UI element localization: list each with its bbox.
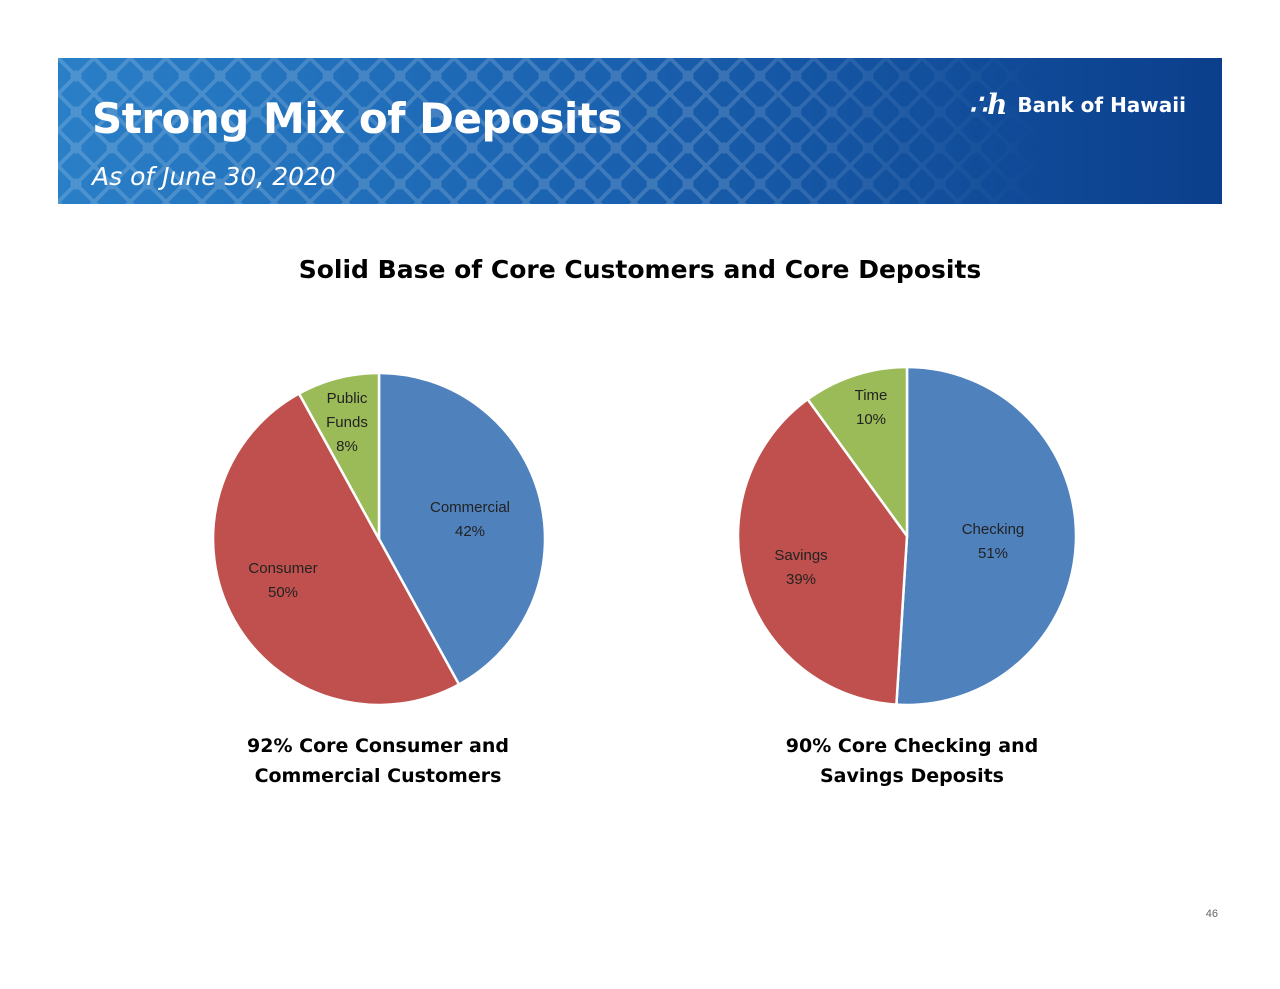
page-subtitle: As of June 30, 2020 <box>92 162 336 191</box>
pie-slice <box>736 398 909 706</box>
page-number: 46 <box>1205 908 1218 920</box>
slice-category-label: Funds <box>326 414 368 431</box>
header-banner: Strong Mix of Deposits As of June 30, 20… <box>58 58 1222 204</box>
slice-value-label: 8% <box>336 438 358 455</box>
bank-logo-mark: ∴h <box>969 88 1008 121</box>
slice-value-label: 42% <box>455 523 485 540</box>
caption-line: 92% Core Consumer and <box>247 735 509 757</box>
section-heading: Solid Base of Core Customers and Core De… <box>298 255 982 284</box>
slice-value-label: 51% <box>978 545 1008 562</box>
caption-line: 90% Core Checking and <box>785 735 1039 757</box>
pie-slice <box>211 392 461 707</box>
bank-logo: ∴h Bank of Hawaii <box>969 88 1186 121</box>
slice-category-label: Public <box>327 390 368 407</box>
pie-slice <box>297 371 381 541</box>
slice-category-label: Consumer <box>248 560 317 577</box>
caption-line: Commercial Customers <box>254 765 502 787</box>
pie-caption-customers: 92% Core Consumer and Commercial Custome… <box>198 731 558 791</box>
pie-slice <box>895 365 1078 707</box>
page-title: Strong Mix of Deposits <box>92 94 622 143</box>
pie-slice <box>377 371 547 686</box>
slice-category-label: Checking <box>962 521 1025 538</box>
slice-category-label: Time <box>855 387 888 404</box>
slice-value-label: 50% <box>268 584 298 601</box>
pie-chart-1: Commercial 42% Consumer 50% Public Funds 8% <box>211 371 547 707</box>
slice-category-label: Commercial <box>430 499 510 516</box>
banner-pattern <box>58 58 1222 204</box>
slice-value-label: 10% <box>856 411 886 428</box>
pie-chart-2: Checking 51% Savings 39% Time 10% <box>736 365 1078 707</box>
pie-caption-deposits: 90% Core Checking and Savings Deposits <box>732 731 1092 791</box>
pie-slice <box>806 365 909 538</box>
caption-line: Savings Deposits <box>820 765 1004 787</box>
slice-value-label: 39% <box>786 571 816 588</box>
bank-logo-text: Bank of Hawaii <box>1017 92 1186 117</box>
slice-category-label: Savings <box>774 547 827 564</box>
